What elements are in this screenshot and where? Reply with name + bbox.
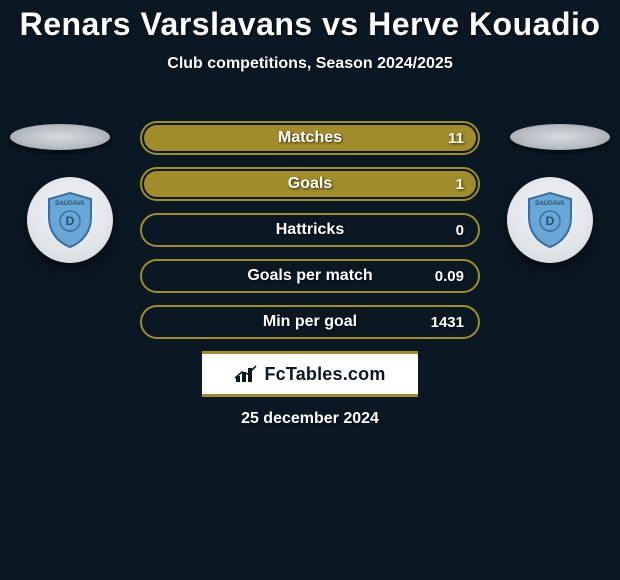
stat-right-value: 1 (456, 176, 464, 193)
stat-bar-min-per-goal: Min per goal 1431 (140, 305, 480, 339)
badge-right-label: DAUGAVA (535, 201, 565, 207)
pedestal-right (510, 124, 610, 150)
logo-text: FcTables.com (264, 364, 385, 385)
stat-label: Goals per match (247, 267, 372, 285)
page-title: Renars Varslavans vs Herve Kouadio (0, 6, 620, 43)
stat-right-value: 0 (456, 222, 464, 239)
svg-text:D: D (546, 214, 555, 228)
player-2-name: Herve Kouadio (368, 6, 600, 42)
stat-bar-goals-per-match: Goals per match 0.09 (140, 259, 480, 293)
badge-left-label: DAUGAVA (55, 201, 85, 207)
vs-label: vs (322, 6, 359, 42)
stat-bars: Matches 11 Goals 1 Hattricks 0 Goals per… (140, 121, 480, 351)
pedestal-left (10, 124, 110, 150)
stat-label: Goals (288, 175, 332, 193)
team-badge-left: DAUGAVA D (27, 177, 113, 263)
stat-right-value: 0.09 (435, 268, 464, 285)
svg-text:D: D (66, 214, 75, 228)
stat-label: Min per goal (263, 313, 357, 331)
team-badge-right: DAUGAVA D (507, 177, 593, 263)
stat-bar-matches: Matches 11 (140, 121, 480, 155)
infographic-root: Renars Varslavans vs Herve Kouadio Club … (0, 0, 620, 580)
player-1-name: Renars Varslavans (20, 6, 313, 42)
stat-label: Matches (278, 129, 342, 147)
stat-right-value: 1431 (431, 314, 464, 331)
date-label: 25 december 2024 (0, 410, 620, 428)
shield-icon: DAUGAVA D (45, 191, 95, 249)
source-logo: FcTables.com (202, 351, 418, 397)
stat-bar-hattricks: Hattricks 0 (140, 213, 480, 247)
shield-icon: DAUGAVA D (525, 191, 575, 249)
stat-right-value: 11 (448, 130, 464, 147)
stat-label: Hattricks (276, 221, 344, 239)
stat-bar-goals: Goals 1 (140, 167, 480, 201)
subtitle: Club competitions, Season 2024/2025 (0, 55, 620, 73)
chart-icon (234, 364, 258, 384)
